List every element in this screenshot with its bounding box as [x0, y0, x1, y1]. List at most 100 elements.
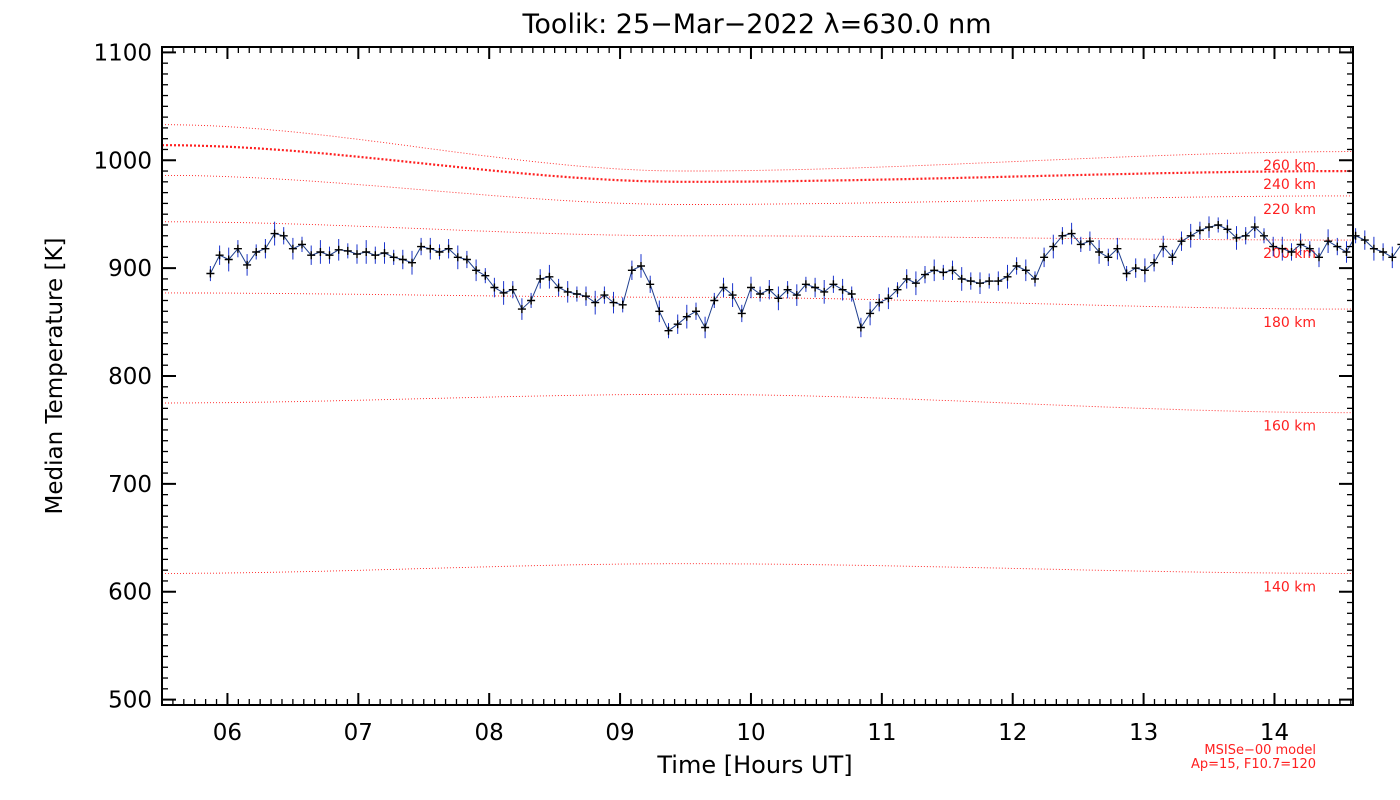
data-point — [884, 294, 893, 303]
x-tick-label: 06 — [213, 720, 242, 746]
data-point — [499, 288, 508, 297]
data-point — [545, 272, 554, 281]
data-point — [215, 251, 224, 260]
data-point — [719, 283, 728, 292]
data-point — [1049, 242, 1058, 251]
data-point — [462, 255, 471, 264]
data-point — [1159, 242, 1168, 251]
data-point — [966, 277, 975, 286]
data-point — [728, 291, 737, 300]
data-point — [481, 271, 490, 280]
data-point — [801, 280, 810, 289]
data-point — [976, 279, 984, 288]
data-point — [655, 307, 664, 316]
data-point — [1287, 248, 1296, 256]
data-point — [1324, 237, 1333, 246]
data-point — [1388, 253, 1397, 262]
data-point — [572, 290, 581, 298]
data-point — [893, 285, 902, 294]
data-point — [1113, 244, 1122, 253]
data-point — [233, 244, 242, 253]
x-tick-label: 09 — [605, 720, 634, 746]
x-tick-label: 10 — [736, 720, 765, 746]
data-point — [1195, 226, 1204, 235]
data-point — [224, 255, 233, 264]
data-point — [1369, 244, 1378, 253]
y-tick-label: 600 — [108, 580, 152, 606]
data-point — [279, 231, 288, 240]
model-curve — [162, 393, 1353, 414]
data-point — [1150, 258, 1159, 267]
data-point — [472, 266, 481, 275]
model-curve-label: 220 km — [1263, 202, 1316, 218]
data-point — [747, 283, 755, 292]
data-point — [783, 285, 792, 294]
data-point — [252, 248, 261, 256]
data-point — [911, 279, 920, 288]
model-labels: 140 km 160 km 180 km 200 km 220 km 240 km 260 … — [1263, 158, 1316, 595]
data-point — [508, 285, 517, 294]
data-point — [298, 240, 306, 249]
model-caption-line-2: Ap=15, F10.7=120 — [1191, 757, 1316, 772]
data-point — [1076, 240, 1085, 249]
data-point — [682, 312, 691, 321]
model-curve — [162, 144, 1354, 183]
y-tick-label: 500 — [108, 688, 152, 714]
data-point — [756, 290, 765, 298]
data-point — [847, 290, 856, 298]
data-point — [829, 280, 838, 289]
data-point — [1360, 236, 1369, 245]
data-point — [1232, 233, 1241, 242]
data-point — [1223, 225, 1232, 234]
data-point — [1205, 223, 1213, 232]
data-point — [646, 280, 655, 289]
data-point — [1241, 231, 1250, 240]
y-tick-label: 900 — [108, 256, 152, 282]
data-point — [490, 283, 499, 292]
data-point — [600, 291, 609, 300]
data-point — [389, 253, 398, 262]
y-axis-label: Median Temperature [K] — [42, 238, 68, 515]
data-point — [701, 323, 710, 332]
data-point — [362, 248, 371, 256]
data-point — [536, 274, 545, 283]
model-curve-label: 200 km — [1263, 246, 1316, 262]
data-point — [371, 251, 380, 260]
data-point — [838, 285, 847, 294]
data-point — [1058, 231, 1067, 240]
data-point — [1040, 253, 1049, 262]
data-point — [609, 298, 618, 307]
y-tick-label: 1100 — [93, 40, 152, 66]
model-curve-label: 180 km — [1263, 315, 1316, 331]
data-point — [1315, 253, 1323, 262]
data-point — [288, 244, 297, 253]
model-curve — [162, 292, 1353, 310]
x-tick-label: 12 — [998, 720, 1027, 746]
data-point — [765, 285, 774, 294]
data-point — [270, 229, 279, 238]
data-point — [1122, 269, 1131, 278]
model-curve-label: 160 km — [1263, 418, 1316, 434]
data-point — [1085, 237, 1094, 246]
data-point — [1296, 240, 1305, 249]
data-point — [1278, 244, 1287, 253]
data-point — [1131, 264, 1140, 273]
data-point — [1140, 266, 1149, 275]
x-tick-label: 13 — [1129, 720, 1158, 746]
model-curves — [161, 124, 1354, 574]
data-point — [408, 258, 416, 267]
data-point — [1067, 229, 1076, 238]
data-point — [1214, 221, 1223, 229]
data-point — [957, 274, 966, 283]
data-point — [1379, 248, 1388, 256]
data-point — [398, 255, 407, 264]
data-point — [618, 300, 627, 309]
model-curve-label: 260 km — [1263, 158, 1316, 174]
data-point — [866, 309, 875, 318]
data-point — [1269, 242, 1278, 251]
data-point — [1305, 244, 1314, 253]
data-point — [939, 268, 948, 277]
chart-title: Toolik: 25−Mar−2022 λ=630.0 nm — [522, 9, 992, 40]
data-point — [627, 266, 636, 275]
